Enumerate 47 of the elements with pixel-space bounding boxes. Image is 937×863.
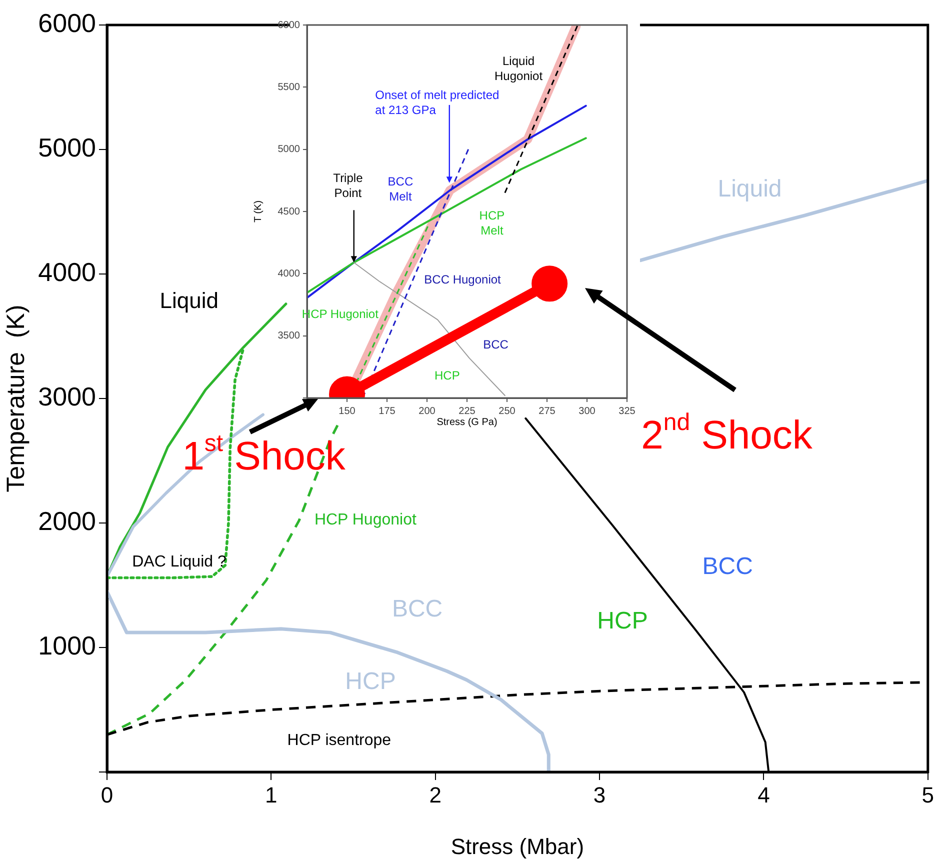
y-tick-label: 6000 [278,20,300,31]
annotation: HCP Hugoniot [314,512,417,529]
x-tick-label: 3 [593,782,606,808]
x-tick-label: 325 [618,406,636,417]
annotation: BCC [392,596,443,623]
annotation: BCC [483,337,509,352]
x-tick-label: 1 [265,782,278,808]
y-tick-label: 5500 [278,82,300,93]
annotation: HCP isentrope [287,732,392,750]
annotation: Onset of melt predicted at 213 GPa [375,88,500,117]
x-axis-title: Stress (G Pa) [436,416,498,428]
y-axis-title: T (K) [252,200,264,223]
x-tick-label: 4 [758,782,770,808]
annotation: Triple Point [333,170,364,200]
x-tick-label: 225 [458,406,476,417]
annotation: HCP [597,607,648,634]
y-axis-title: Temperature (K) [2,304,30,492]
annotation: BCC [702,552,753,580]
annotation: HCP [434,368,460,382]
x-tick-label: 250 [498,406,516,417]
x-tick-label: 200 [418,406,436,417]
y-tick-label: 4000 [278,268,300,280]
y-tick-label: 5000 [38,132,96,163]
y-tick-label: 5000 [278,144,300,156]
y-tick-label: 3500 [278,330,300,342]
annotation: Liquid [160,288,218,314]
y-tick-label: 6000 [38,8,96,38]
y-tick-label: 3000 [38,382,96,412]
annotation: DAC Liquid ? [132,554,226,570]
y-tick-label: 1000 [38,630,96,661]
x-tick-label: 0 [100,782,114,808]
y-tick-label: 4000 [38,257,96,288]
annotation: HCP [345,668,396,695]
x-tick-label: 5 [922,782,934,808]
x-tick-label: 175 [378,406,396,417]
x-tick-label: 2 [429,782,442,808]
x-axis-title: Stress (Mbar) [450,834,584,859]
x-tick-label: 300 [578,406,596,417]
y-tick-label: 2000 [38,506,96,536]
annotation: HCP Melt [479,208,505,238]
x-tick-label: 275 [538,406,556,417]
annotation: Liquid Hugoniot [494,54,544,83]
x-tick-label: 150 [338,406,356,417]
annotation: BCC Melt [388,174,414,204]
annotation: Liquid [718,176,782,203]
y-tick-label: 4500 [278,206,300,218]
annotation: BCC Hugoniot [424,272,502,286]
